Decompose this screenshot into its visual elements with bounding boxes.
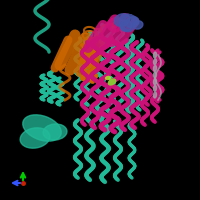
Ellipse shape (153, 52, 157, 58)
Ellipse shape (108, 79, 116, 85)
Ellipse shape (106, 76, 110, 80)
Ellipse shape (43, 124, 67, 140)
Ellipse shape (153, 72, 157, 78)
Ellipse shape (125, 17, 139, 27)
Ellipse shape (153, 85, 157, 91)
Ellipse shape (114, 14, 130, 26)
Ellipse shape (120, 21, 132, 31)
Ellipse shape (153, 59, 157, 65)
Ellipse shape (20, 128, 50, 148)
Ellipse shape (153, 65, 157, 71)
Ellipse shape (133, 21, 143, 29)
Ellipse shape (153, 79, 157, 85)
Ellipse shape (153, 92, 157, 98)
Ellipse shape (23, 115, 61, 141)
